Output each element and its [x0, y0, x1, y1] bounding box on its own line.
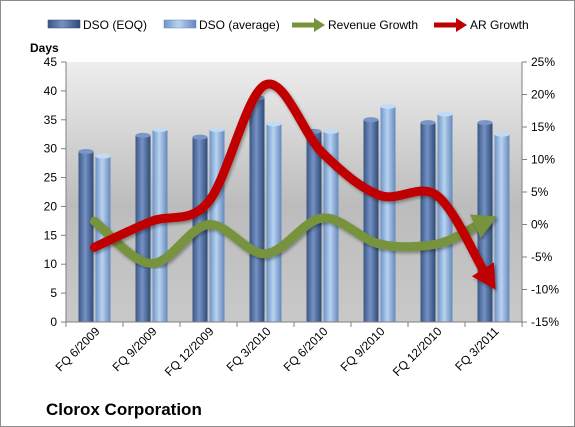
y-tick-label: 5: [50, 286, 57, 300]
y-tick-label: 10: [44, 257, 58, 271]
bar-cap-dso-eoq-2: [135, 132, 151, 138]
legend-item-ar-growth: AR Growth: [434, 18, 529, 32]
bar-cap-dso-average-5: [323, 128, 339, 134]
bar-cap-dso-average-8: [494, 131, 510, 137]
y-tick-label: 35: [44, 113, 58, 127]
bar-cap-dso-eoq-1: [78, 149, 94, 155]
bar-cap-dso-average-6: [380, 103, 396, 109]
legend-swatch-dso-average: [163, 19, 197, 29]
arrowhead-revenue-growth: [469, 214, 498, 239]
y-tick-label: 0: [50, 315, 57, 329]
legend-arrow-ar-growth: [456, 18, 467, 32]
bar-dso-eoq-4: [249, 97, 265, 322]
y-tick-label: 30: [44, 142, 58, 156]
bar-dso-eoq-1: [78, 151, 94, 322]
legend-arrow-revenue-growth: [314, 18, 325, 32]
y-tick-label: 45: [44, 55, 58, 69]
bar-dso-average-7: [437, 114, 453, 322]
y-tick-label: 20: [44, 199, 58, 213]
bar-dso-average-2: [152, 129, 168, 322]
arrowhead-ar-growth: [471, 262, 496, 290]
y2-tick-label: 5%: [531, 185, 549, 199]
y2-tick-label: -15%: [531, 315, 559, 329]
y-axis-title: Days: [30, 41, 59, 55]
bar-cap-dso-average-2: [152, 127, 168, 133]
bar-dso-eoq-7: [420, 122, 436, 323]
legend: DSO (EOQ) DSO (average) Revenue Growth A…: [47, 18, 529, 32]
legend-item-revenue-growth: Revenue Growth: [292, 18, 418, 32]
y2-tick-label: 10%: [531, 153, 555, 167]
line-ar-growth: [90, 79, 488, 274]
y2-tick-label: 0%: [531, 218, 549, 232]
bar-dso-average-8: [494, 134, 510, 322]
legend-label-dso-average: DSO (average): [199, 18, 280, 32]
bar-dso-eoq-5: [306, 131, 322, 322]
legend-label-dso-eoq: DSO (EOQ): [83, 18, 147, 32]
y2-tick-label: 20%: [531, 88, 555, 102]
bar-dso-eoq-6: [363, 119, 379, 323]
lines-layer: [90, 79, 498, 290]
bar-cap-dso-average-4: [266, 121, 282, 127]
legend-swatch-dso-eoq: [47, 19, 81, 29]
y-tick-label: 40: [44, 84, 58, 98]
y2-tick-label: 25%: [531, 55, 555, 69]
bar-cap-dso-eoq-6: [363, 117, 379, 123]
bar-cap-dso-average-1: [95, 153, 111, 159]
y2-tick-label: 15%: [531, 120, 555, 134]
legend-item-dso-average: DSO (average): [163, 18, 280, 32]
legend-label-ar-growth: AR Growth: [470, 18, 529, 32]
bar-cap-dso-eoq-3: [192, 134, 208, 140]
bar-cap-dso-average-7: [437, 111, 453, 117]
bar-dso-average-4: [266, 123, 282, 322]
chart-title: Clorox Corporation: [46, 400, 202, 419]
legend-label-revenue-growth: Revenue Growth: [328, 18, 418, 32]
bar-dso-average-5: [323, 131, 339, 322]
y-tick-label: 15: [44, 228, 58, 242]
y-tick-label: 25: [44, 171, 58, 185]
line-revenue-growth: [90, 213, 480, 268]
legend-item-dso-eoq: DSO (EOQ): [47, 18, 147, 32]
bar-cap-dso-eoq-7: [420, 120, 436, 126]
bar-cap-dso-average-3: [209, 127, 225, 133]
y2-tick-label: -5%: [531, 250, 553, 264]
bar-dso-average-6: [380, 106, 396, 322]
bar-cap-dso-eoq-8: [477, 120, 493, 126]
y2-tick-label: -10%: [531, 283, 559, 297]
